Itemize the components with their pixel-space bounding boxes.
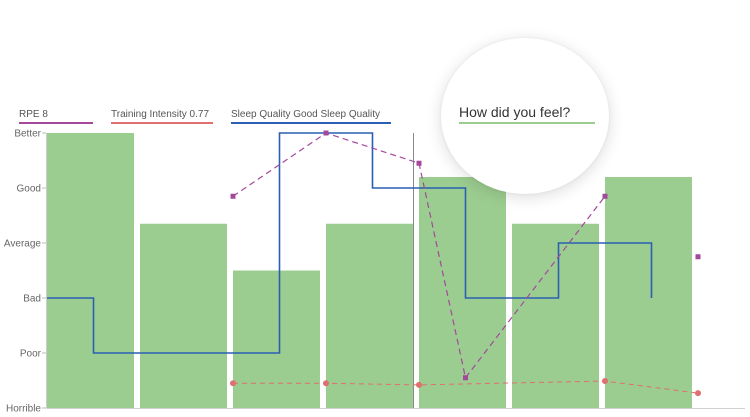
sleep-quality-series: [47, 132, 653, 354]
feel-bar: [233, 270, 320, 408]
training-intensity-point: [602, 378, 608, 385]
legend-rpe-label: RPE 8: [19, 109, 48, 120]
feel-bar: [419, 177, 506, 408]
legend-sq-label: Sleep Quality Good Sleep Quality: [231, 109, 380, 120]
feel-legend-bubble[interactable]: How did you feel?: [441, 38, 609, 194]
rpe-point: [602, 193, 608, 199]
legend-ti-label: Training Intensity 0.77: [111, 109, 210, 120]
sleep-quality-line: [47, 132, 653, 354]
rpe-point: [230, 193, 236, 199]
legend-sleep-quality[interactable]: Sleep Quality Good Sleep Quality: [231, 109, 391, 124]
training-intensity-point: [695, 390, 701, 397]
y-axis: Horrible Poor Bad Average Good Better: [4, 129, 745, 415]
rpe-point: [416, 160, 422, 166]
feel-bar: [47, 133, 134, 408]
y-tick-label: Good: [17, 184, 41, 195]
legend-rpe[interactable]: RPE 8: [19, 109, 93, 124]
y-tick-label: Poor: [20, 349, 42, 360]
training-intensity-series: [230, 378, 701, 397]
training-intensity-point: [416, 381, 422, 388]
feel-bar: [605, 177, 692, 408]
rpe-point: [463, 375, 468, 381]
training-intensity-point: [230, 380, 236, 387]
feel-bar: [140, 223, 227, 408]
legend-sq-swatch: [231, 122, 391, 124]
legend-ti-swatch: [111, 122, 213, 124]
feel-bars: [47, 133, 692, 408]
legend-rpe-swatch: [19, 122, 93, 124]
rpe-point: [323, 130, 329, 136]
y-tick-label: Better: [14, 129, 41, 140]
legend-training-intensity[interactable]: Training Intensity 0.77: [111, 109, 213, 124]
y-tick-label: Average: [4, 239, 42, 250]
legend-feel-label: How did you feel?: [459, 104, 571, 120]
legend-feel-swatch: [459, 122, 595, 124]
training-intensity-point: [323, 380, 329, 387]
rpe-point: [695, 254, 701, 260]
y-tick-label: Horrible: [6, 404, 41, 415]
feel-bar: [326, 223, 413, 408]
feel-bar: [512, 223, 599, 408]
rpe-series: [230, 130, 701, 381]
y-tick-label: Bad: [23, 294, 41, 305]
